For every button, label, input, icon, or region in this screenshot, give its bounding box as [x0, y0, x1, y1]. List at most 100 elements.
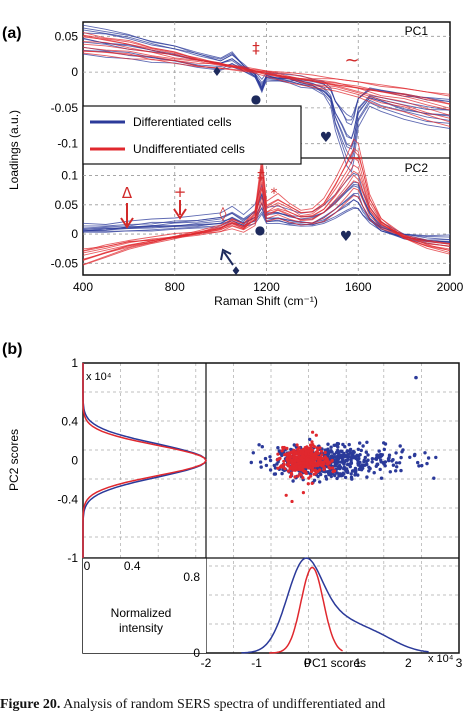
scatter-point-undifferentiated: [290, 461, 294, 465]
scatter-point-differentiated: [350, 477, 354, 481]
scatter-point-undifferentiated: [331, 466, 335, 470]
marginal-distributions: [82, 363, 429, 654]
scatter-point-differentiated: [329, 449, 333, 453]
series-line-undifferentiated: [83, 35, 450, 119]
scatter-point-undifferentiated: [301, 454, 305, 458]
panel-a-x-ticks: 400 800 1200 1600 2000: [73, 280, 464, 294]
x-tick-label: 3: [456, 656, 463, 670]
scatter-point-differentiated: [249, 460, 253, 465]
panel-a-y-ticks: 0.05 0 -0.05 -0.1 0.1 0.05 0 -0.05: [51, 29, 79, 270]
annotation-double-dagger-pc2: ‡: [257, 166, 265, 184]
scatter-point-undifferentiated: [323, 450, 327, 455]
x-tick-label: 400: [73, 280, 93, 294]
scatter-point-differentiated: [356, 461, 360, 465]
scatter-point-differentiated: [362, 458, 366, 462]
scatter-point-differentiated: [347, 442, 351, 447]
marginal-bottom-undifferentiated: [269, 566, 343, 654]
scatter-point-differentiated: [326, 442, 330, 446]
figure-caption: Figure 20. Analysis of random SERS spect…: [0, 697, 474, 715]
scatter-point-differentiated: [353, 473, 357, 477]
scatter-point-undifferentiated: [305, 463, 309, 467]
figure-canvas: (a) PC1 PC2 0.050-0.05-0.10.10.050-0.05 …: [2, 21, 464, 670]
scatter-point-undifferentiated: [316, 469, 320, 473]
scatter-point-undifferentiated: [289, 471, 293, 475]
scatter-point-undifferentiated: [301, 476, 305, 480]
scatter-point-undifferentiated: [282, 445, 286, 450]
series-line-undifferentiated: [83, 31, 450, 127]
scatter-point-differentiated: [334, 460, 339, 464]
marginal-bottom-y-tick: 0.8: [183, 570, 200, 584]
scatter-point-undifferentiated: [311, 463, 315, 467]
marginal-left-undifferentiated: [82, 363, 207, 558]
annotation-plus: +: [174, 183, 187, 201]
scatter-point-differentiated: [276, 446, 280, 450]
scatter-point-differentiated: [291, 479, 295, 483]
scatter-point-differentiated: [413, 452, 417, 457]
scatter-point-differentiated: [333, 473, 337, 478]
panel-b-xlabel: PC1 scores: [304, 656, 366, 670]
y-tick-label: 0: [71, 227, 78, 241]
scatter-point-undifferentiated: [314, 433, 318, 437]
scatter-point-undifferentiated: [313, 468, 317, 472]
x-tick-label: 800: [165, 280, 185, 294]
scatter-point-undifferentiated: [305, 465, 309, 469]
scatter-point-differentiated: [356, 473, 360, 477]
scatter-point-undifferentiated: [319, 449, 324, 453]
scatter-point-differentiated: [337, 466, 341, 471]
scatter-point-undifferentiated: [299, 456, 303, 460]
scatter-point-differentiated: [335, 471, 339, 475]
annotation-delta: Δ: [122, 184, 133, 202]
y-tick-label: -0.4: [57, 493, 78, 507]
scatter-point-undifferentiated: [304, 470, 308, 474]
scatter-point-differentiated: [363, 455, 367, 460]
scatter-point-undifferentiated: [322, 468, 326, 472]
scatter-point-undifferentiated: [290, 499, 294, 504]
annotation-asterisk: *: [271, 186, 278, 202]
scatter-point-undifferentiated: [318, 446, 322, 450]
scatter-point-differentiated: [391, 463, 396, 467]
y-tick-label: 0.05: [55, 29, 79, 43]
scatter-point-differentiated: [358, 441, 362, 445]
scatter-point-undifferentiated: [295, 443, 299, 447]
scatter-point-undifferentiated: [283, 467, 287, 471]
panel-a-label: (a): [2, 25, 22, 42]
scatter-point-undifferentiated: [304, 449, 308, 453]
scatter-point-differentiated: [365, 475, 369, 479]
scatter-point-undifferentiated: [307, 476, 311, 480]
scatter-point-differentiated: [366, 458, 370, 462]
scatter-point-undifferentiated: [310, 440, 314, 444]
scatter-point-differentiated: [328, 468, 332, 473]
scatter-point-undifferentiated: [276, 466, 280, 470]
panel-a-series: [83, 24, 450, 266]
scatter-point-differentiated: [336, 442, 341, 446]
x-tick-label: 1600: [345, 280, 372, 294]
scatter-point-differentiated: [368, 466, 372, 471]
marginal-bottom-y-tick: 0: [193, 646, 200, 660]
y-tick-label: 0.05: [55, 198, 79, 212]
scatter-point-differentiated: [432, 476, 436, 480]
scatter-point-differentiated: [423, 451, 427, 455]
scatter-point-differentiated: [352, 450, 356, 454]
scatter-point-differentiated: [341, 442, 345, 447]
scatter-point-differentiated: [332, 443, 336, 447]
series-line-undifferentiated: [83, 164, 450, 260]
scatter-point-differentiated: [354, 455, 358, 459]
annotation-diamond: ♦: [211, 65, 223, 80]
annotation-heart-pc2: ♥: [340, 229, 353, 245]
marginal-left-xlabel-line2: intensity: [119, 621, 163, 635]
panel-b-x-multiplier: x 10⁴: [428, 653, 454, 665]
scatter-point-differentiated: [387, 456, 391, 460]
scatter-point-differentiated: [343, 475, 348, 480]
scatter-point-differentiated: [272, 472, 277, 476]
scatter-point-undifferentiated: [308, 460, 312, 464]
legend-label-differentiated: Differentiated cells: [133, 115, 232, 129]
scatter-point-differentiated: [334, 450, 339, 455]
scatter-point-differentiated: [257, 443, 261, 447]
panel-b-label: (b): [2, 341, 22, 358]
scatter-point-undifferentiated: [281, 464, 285, 469]
scatter-point-differentiated: [292, 443, 296, 447]
scatter-point-differentiated: [366, 453, 370, 457]
scatter-point-differentiated: [349, 472, 353, 476]
scatter-point-differentiated: [388, 470, 392, 474]
y-tick-label: 0.4: [61, 415, 78, 429]
